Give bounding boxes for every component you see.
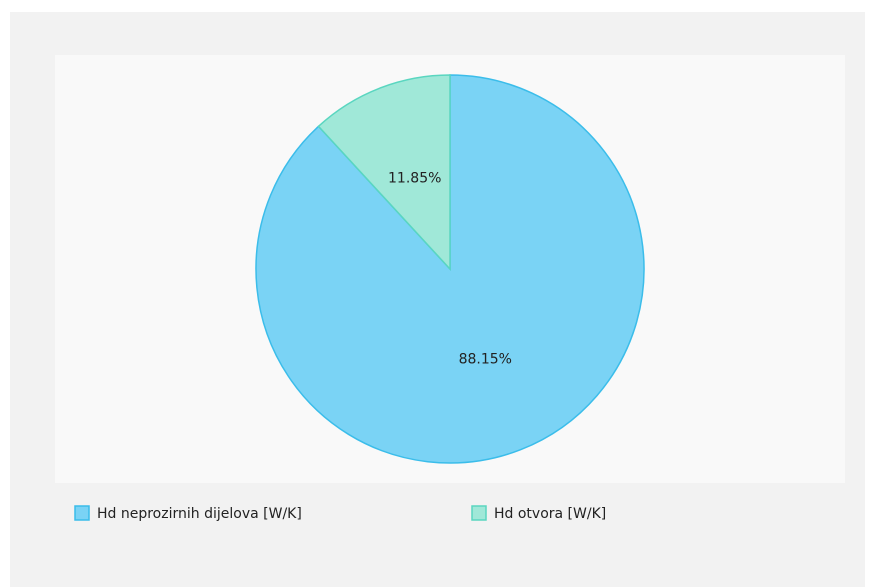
legend-label: Hd otvora [W/K] (494, 506, 606, 522)
pie-slice (317, 74, 451, 271)
data-label: 11.85% (388, 171, 441, 187)
legend-swatch (471, 505, 487, 521)
legend-swatch (74, 505, 90, 521)
data-label: 88.15% (459, 351, 512, 367)
legend-label: Hd neprozirnih dijelova [W/K] (97, 506, 302, 522)
